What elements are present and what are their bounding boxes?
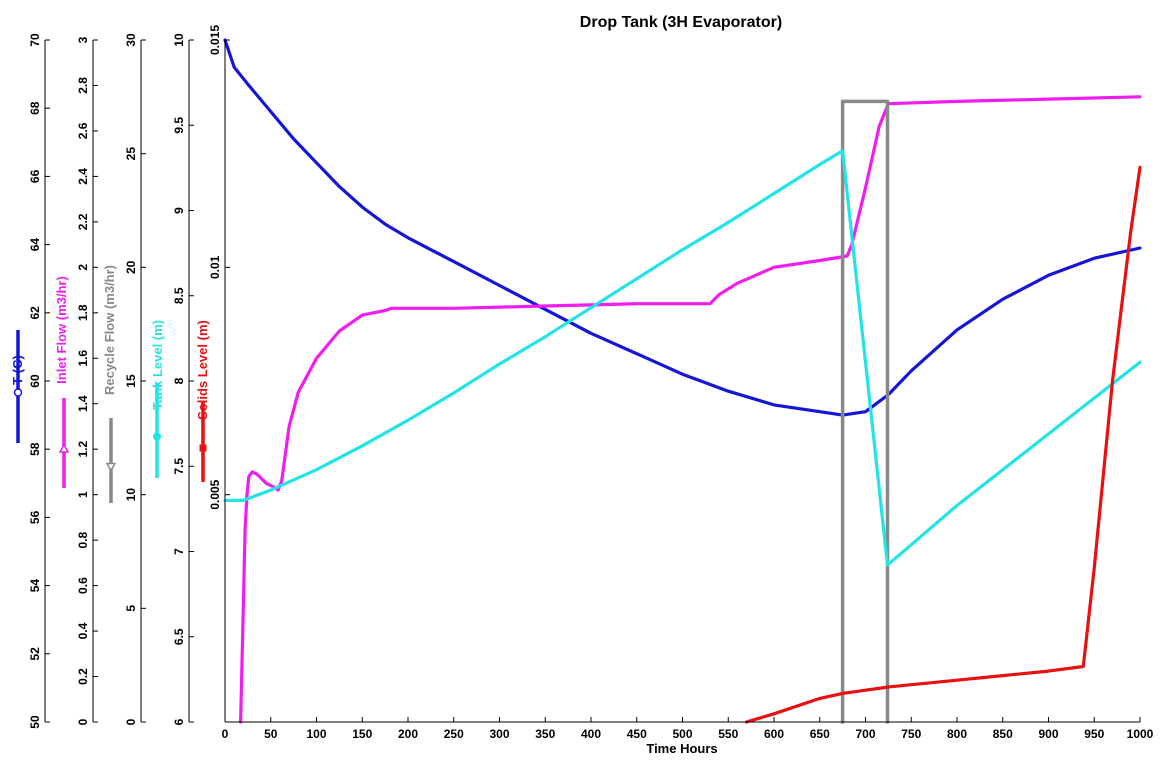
y-tick-label: 5: [124, 605, 138, 612]
y-tick-label: 30: [124, 33, 138, 47]
series-line-solids: [744, 165, 1142, 724]
x-tick-label: 400: [581, 727, 601, 741]
axis-legend-marker: [153, 432, 161, 441]
x-tick-label: 750: [901, 727, 921, 741]
y-tick-label: 0.6: [76, 577, 90, 594]
plot-area: [225, 40, 1140, 722]
axis-legend-marker: [105, 462, 117, 473]
y-tick-label: 1.4: [76, 395, 90, 412]
y-tick-label: 52: [28, 647, 42, 661]
y-tick-label: 0.01: [208, 255, 222, 279]
y-tick-label: 2: [76, 264, 90, 271]
y-tick-label: 60: [28, 374, 42, 388]
y-tick-label: 54: [28, 579, 42, 593]
series-line-inlet: [239, 95, 1142, 724]
y-axis-recycle: 0 5 10 15 20 25 30 Recycle Flow (m3/hr): [102, 33, 146, 725]
series-line-level: [223, 149, 1142, 567]
y-tick-label: 58: [28, 442, 42, 456]
y-tick-label: 8.5: [172, 287, 186, 304]
y-tick-label: 2.8: [76, 77, 90, 94]
y-tick-label: 9.5: [172, 117, 186, 134]
y-tick-label: 2.6: [76, 122, 90, 139]
y-tick-label: 2.2: [76, 213, 90, 230]
x-tick-label: 950: [1084, 727, 1104, 741]
y-tick-label: 9: [172, 207, 186, 214]
x-tick-label: 850: [993, 727, 1013, 741]
x-tick-label: 900: [1038, 727, 1058, 741]
y-axis-label: Recycle Flow (m3/hr): [102, 265, 117, 395]
y-tick-label: 56: [28, 510, 42, 524]
y-tick-label: 7.5: [172, 458, 186, 475]
x-tick-label: 150: [352, 727, 372, 741]
y-tick-label: 62: [28, 306, 42, 320]
y-tick-label: 0.015: [208, 25, 222, 55]
y-axis-label: Tank Level (m): [150, 320, 165, 410]
y-tick-label: 15: [124, 374, 138, 388]
y-axis-label: Solids Level (m): [195, 320, 210, 420]
x-axis-label: Time Hours: [646, 741, 717, 756]
x-axis: 0 50 100 150 200 250 300 350 400 450 500 550 600 650 7…: [222, 717, 1154, 741]
y-tick-label: 25: [124, 147, 138, 161]
x-tick-label: 0: [222, 727, 229, 741]
series-layer: [223, 38, 1142, 724]
y-tick-label: 66: [28, 169, 42, 183]
y-tick-label: 7: [172, 548, 186, 555]
y-axis-level: 6 6.5 7 7.5 8 8.5 9 9.5 10 Tank Level (m): [150, 33, 194, 725]
x-tick-label: 200: [398, 727, 418, 741]
y-tick-label: 0.2: [76, 668, 90, 685]
y-tick-label: 0.4: [76, 622, 90, 639]
y-tick-label: 68: [28, 101, 42, 115]
axis-legend-marker: [199, 444, 207, 452]
y-axis-temp: 50 52 54 56 58 60 62 64 66 68 70 T (C): [10, 33, 50, 729]
x-tick-label: 500: [672, 727, 692, 741]
axis-legend-marker: [13, 388, 23, 397]
y-tick-label: 0: [124, 718, 138, 725]
y-tick-label: 0.8: [76, 531, 90, 548]
series-line-recycle: [840, 99, 890, 724]
y-tick-label: 70: [28, 33, 42, 47]
x-tick-label: 300: [489, 727, 509, 741]
axis-legend-marker: [58, 443, 70, 453]
x-tick-label: 50: [264, 727, 278, 741]
x-tick-label: 650: [810, 727, 830, 741]
y-tick-label: 2.4: [76, 168, 90, 185]
y-axis-label: Inlet Flow (m3/hr): [54, 276, 69, 384]
y-tick-label: 20: [124, 260, 138, 274]
x-tick-label: 350: [535, 727, 555, 741]
y-tick-label: 6: [172, 718, 186, 725]
x-tick-label: 450: [627, 727, 647, 741]
y-tick-label: 10: [124, 488, 138, 502]
y-tick-label: 0.005: [208, 479, 222, 509]
y-tick-label: 1.2: [76, 441, 90, 458]
y-axis-inlet: 0 0.2 0.4 0.6 0.8 1 1.2 1.4 1.6 1.8 2 2.2 2.4 2.6 2.8 3…: [54, 36, 98, 725]
y-axis-label: T (C): [10, 355, 25, 385]
chart-title: Drop Tank (3H Evaporator): [580, 14, 782, 31]
y-tick-label: 3: [76, 36, 90, 43]
y-tick-label: 10: [172, 33, 186, 47]
y-tick-label: 1.6: [76, 350, 90, 367]
y-tick-label: 1.8: [76, 304, 90, 321]
y-tick-label: 50: [28, 715, 42, 729]
x-tick-label: 550: [718, 727, 738, 741]
y-tick-label: 8: [172, 377, 186, 384]
x-tick-label: 800: [947, 727, 967, 741]
y-tick-label: 64: [28, 238, 42, 252]
x-tick-label: 700: [855, 727, 875, 741]
y-tick-label: 6.5: [172, 628, 186, 645]
x-tick-label: 1000: [1127, 727, 1154, 741]
x-tick-label: 250: [444, 727, 464, 741]
y-tick-label: 1: [76, 491, 90, 498]
y-axis-solids: 0.005 0.01 0.015 Solids Level (m): [195, 25, 230, 722]
x-tick-label: 100: [306, 727, 326, 741]
x-tick-label: 600: [764, 727, 784, 741]
y-tick-label: 0: [76, 718, 90, 725]
series-line-temp: [223, 38, 1142, 417]
